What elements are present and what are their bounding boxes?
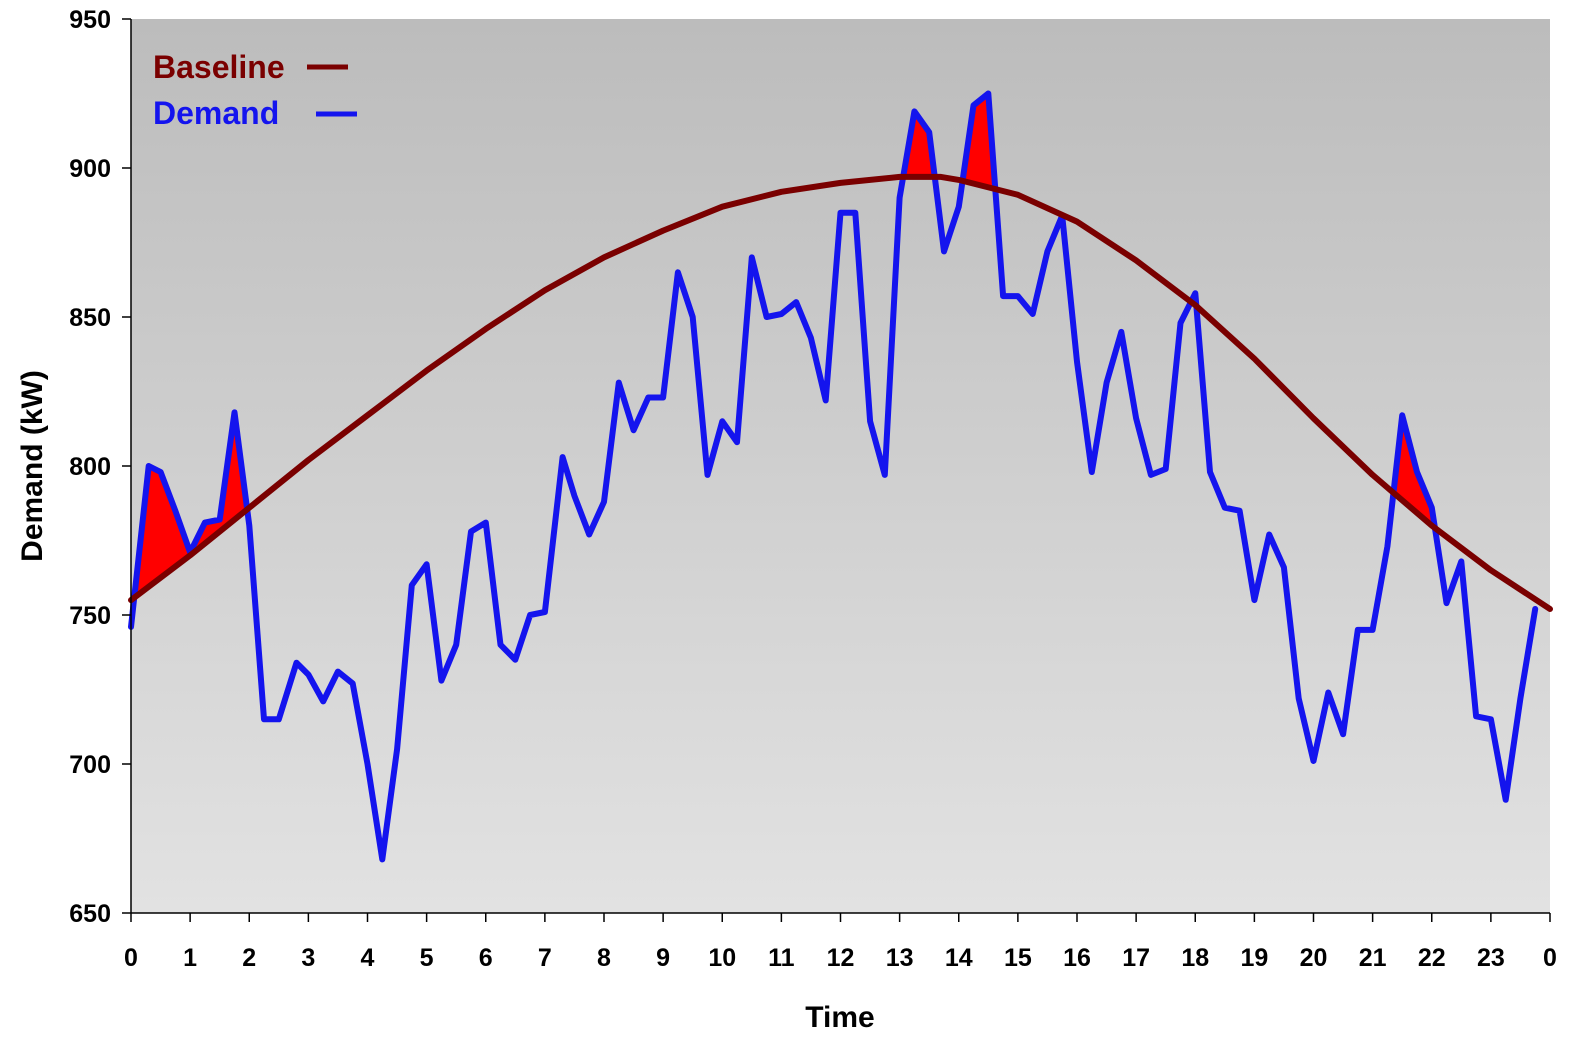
excess-region bbox=[134, 415, 247, 598]
x-tick-label: 0 bbox=[124, 944, 138, 972]
x-tick-label: 18 bbox=[1181, 944, 1209, 972]
y-ticks: 650 700 750 800 850 900 950 bbox=[69, 6, 131, 928]
x-tick-label: 0 bbox=[1543, 944, 1557, 972]
x-tick-label: 23 bbox=[1477, 944, 1505, 972]
x-tick-label: 9 bbox=[656, 944, 670, 972]
legend: Baseline Demand bbox=[153, 49, 357, 131]
x-tick-label: 15 bbox=[1004, 944, 1032, 972]
x-tick-label: 21 bbox=[1359, 944, 1387, 972]
x-tick-label: 13 bbox=[886, 944, 914, 972]
series-lines bbox=[128, 90, 1553, 863]
y-axis-title: Demand (kW) bbox=[16, 370, 49, 562]
x-tick-label: 2 bbox=[242, 944, 256, 972]
y-tick-label: 700 bbox=[69, 751, 111, 779]
excess-region bbox=[963, 94, 995, 189]
x-tick-label: 1 bbox=[183, 944, 197, 972]
x-tick-label: 6 bbox=[479, 944, 493, 972]
x-tick-label: 11 bbox=[768, 944, 795, 972]
y-tick-label: 850 bbox=[69, 304, 111, 332]
x-ticks: 0 1 2 3 4 5 6 7 8 9 10 11 12 13 14 15 16 17 18 19 20 21 22 23 0 bbox=[124, 913, 1557, 972]
x-tick-label: 7 bbox=[538, 944, 552, 972]
x-tick-label: 4 bbox=[361, 944, 375, 972]
x-tick-label: 14 bbox=[945, 944, 973, 972]
plot-background bbox=[131, 19, 1550, 913]
x-tick-label: 16 bbox=[1063, 944, 1091, 972]
legend-baseline-label: Baseline bbox=[153, 49, 285, 85]
y-tick-label: 900 bbox=[69, 155, 111, 183]
y-tick-label: 750 bbox=[69, 602, 111, 630]
baseline-line bbox=[128, 173, 1553, 612]
legend-demand-label: Demand bbox=[153, 95, 279, 131]
x-tick-label: 5 bbox=[420, 944, 434, 972]
demand-line bbox=[128, 90, 1539, 863]
x-tick-label: 8 bbox=[597, 944, 611, 972]
x-tick-label: 12 bbox=[827, 944, 855, 972]
x-tick-label: 19 bbox=[1240, 944, 1268, 972]
x-tick-label: 22 bbox=[1418, 944, 1446, 972]
x-tick-label: 3 bbox=[301, 944, 315, 972]
y-tick-label: 650 bbox=[69, 900, 111, 928]
x-tick-label: 10 bbox=[708, 944, 736, 972]
x-tick-label: 17 bbox=[1122, 944, 1150, 972]
y-tick-label: 800 bbox=[69, 453, 111, 481]
x-tick-label: 20 bbox=[1300, 944, 1328, 972]
x-axis-title: Time bbox=[805, 1001, 874, 1034]
y-tick-label: 950 bbox=[69, 6, 111, 34]
